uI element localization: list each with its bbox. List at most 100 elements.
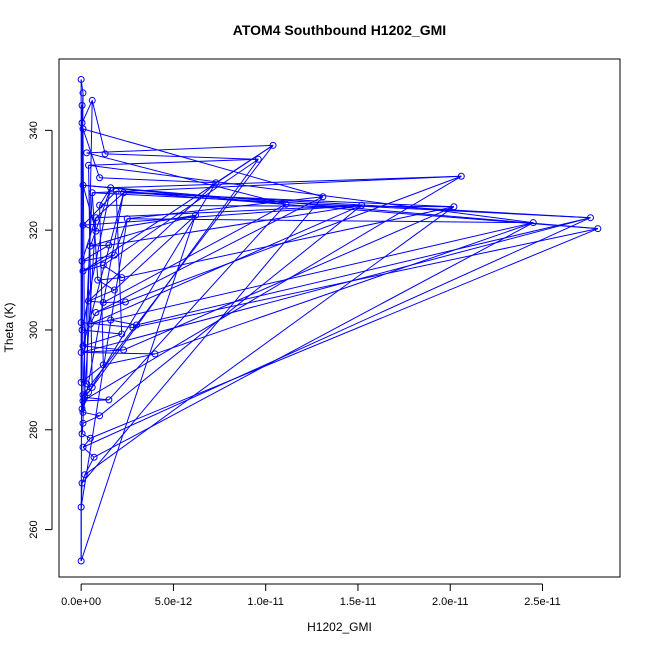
data-point [96, 174, 104, 182]
data-point [78, 479, 86, 487]
series-line-segment [91, 192, 99, 281]
data-point [85, 161, 93, 169]
data-point [192, 211, 200, 219]
data-point [107, 184, 115, 192]
series-line-segment [95, 196, 324, 313]
series-line-segment [90, 228, 599, 439]
data-point [79, 221, 87, 229]
series-line-segment [99, 204, 362, 417]
data-point [99, 361, 107, 369]
y-tick-label: 280 [28, 421, 40, 439]
series-line-segment [136, 217, 591, 326]
x-tick-label: 2.5e-11 [524, 596, 561, 608]
data-point [120, 346, 128, 354]
data-point [86, 242, 94, 250]
series-line-segment [103, 158, 259, 266]
series-line-segment [81, 217, 97, 262]
data-point [254, 155, 262, 163]
plot-frame [58, 58, 621, 578]
data-point [586, 214, 594, 222]
data-point [79, 397, 87, 405]
data-point [77, 348, 85, 356]
data-point [79, 89, 87, 97]
data-point [105, 241, 113, 249]
data-point [78, 405, 86, 413]
series-line-segment [82, 217, 591, 448]
x-tick-label: 0.0e+00 [61, 596, 101, 608]
series-line-segment [154, 222, 534, 355]
data-point [79, 267, 87, 275]
series-line-segment [99, 204, 454, 208]
series-line-segment [81, 217, 591, 353]
data-point [110, 286, 118, 294]
data-point [96, 412, 104, 420]
series-line-segment [108, 204, 362, 246]
data-point [83, 380, 91, 388]
series-line-segment [95, 204, 362, 219]
data-point [96, 201, 104, 209]
y-axis-label: Theta (K) [2, 302, 16, 352]
series-line-segment [82, 175, 462, 402]
data-point [77, 503, 85, 511]
series-line-segment [81, 321, 133, 328]
series-line-segment [110, 175, 462, 189]
chart-title: ATOM4 Southbound H1202_GMI [233, 22, 446, 38]
series-line-segment [88, 182, 217, 393]
data-point [79, 419, 87, 427]
data-point [99, 299, 107, 307]
data-point [112, 187, 120, 195]
data-point [121, 298, 129, 306]
series-line-segment [114, 214, 196, 291]
data-point [77, 318, 85, 326]
data-point [86, 320, 94, 328]
series-line-segment [132, 228, 598, 328]
data-point [79, 125, 87, 133]
x-tick-label: 1.5e-11 [340, 596, 377, 608]
y-tick-label: 260 [28, 520, 40, 538]
data-point [83, 149, 91, 157]
data-point [88, 189, 96, 197]
series-line-segment [84, 206, 455, 476]
series-line-segment [81, 351, 155, 355]
data-point [81, 471, 89, 479]
series-line-segment [99, 205, 104, 365]
series-line-segment [82, 185, 97, 232]
series-line-segment [93, 222, 534, 458]
data-point [92, 309, 100, 317]
data-point [101, 150, 109, 158]
x-tick-label: 5.0e-12 [155, 596, 192, 608]
data-point [118, 274, 126, 282]
data-point [118, 330, 126, 338]
data-point [269, 141, 277, 149]
series-line-segment [95, 214, 196, 232]
series-line-segment [86, 152, 287, 205]
data-point [151, 350, 159, 358]
data-point [92, 214, 100, 222]
data-point [529, 219, 537, 227]
y-tick-label: 320 [28, 221, 40, 239]
series-line-segment [108, 203, 287, 401]
series-line-segment [88, 158, 259, 166]
series-line-segment [86, 100, 93, 384]
series-line-segment [95, 192, 124, 219]
x-axis: 0.0e+00 5.0e-12 1.0e-11 1.5e-11 2.0e-11 2.5e-… [61, 583, 561, 608]
data-point [123, 215, 131, 223]
data-point [77, 75, 85, 83]
series-line-segment [88, 164, 534, 224]
y-tick-label: 300 [28, 321, 40, 339]
y-axis: 260 280 300 320 340 [28, 121, 53, 539]
series-line-segment [92, 175, 462, 194]
data-point [92, 227, 100, 235]
data-point [105, 396, 113, 404]
data-point [88, 96, 96, 104]
data-point [120, 189, 128, 197]
series-line-segment [89, 187, 112, 247]
data-point [450, 203, 458, 211]
series-line-segment [81, 254, 115, 262]
data-point [129, 323, 137, 331]
series-line-segment [81, 474, 86, 484]
series-line-segment [99, 177, 216, 184]
data-point [86, 434, 94, 442]
series-line-segment [81, 100, 93, 124]
